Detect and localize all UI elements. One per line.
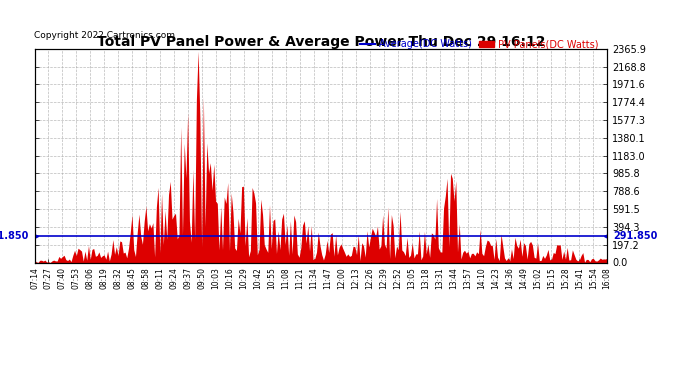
Text: Copyright 2022 Cartronics.com: Copyright 2022 Cartronics.com: [34, 31, 175, 40]
Title: Total PV Panel Power & Average Power Thu Dec 29 16:12: Total PV Panel Power & Average Power Thu…: [97, 35, 545, 49]
Text: 291.850: 291.850: [0, 231, 29, 241]
Legend: Average(DC Watts), PV Panels(DC Watts): Average(DC Watts), PV Panels(DC Watts): [357, 36, 602, 53]
Text: 291.850: 291.850: [613, 231, 657, 241]
